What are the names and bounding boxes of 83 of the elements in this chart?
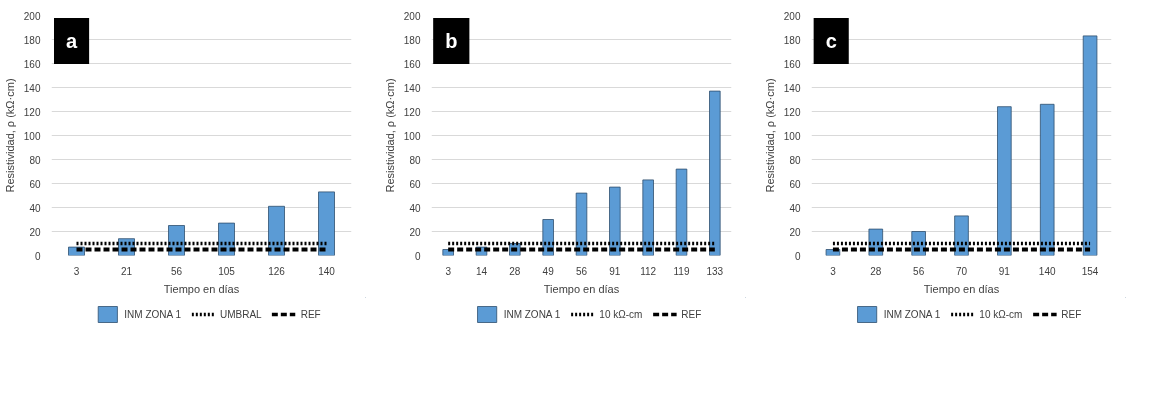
x-tick-label: 70: [955, 265, 968, 277]
x-tick-label: 3: [830, 265, 837, 277]
text: c: [825, 29, 837, 52]
x-tick-label: 105: [218, 265, 236, 277]
y-tick-label: 200: [23, 10, 41, 22]
y-tick-label: 20: [409, 226, 421, 238]
x-tick-label: 3: [73, 265, 80, 277]
y-tick-label: 60: [409, 178, 421, 190]
text: b: [445, 29, 458, 52]
y-tick-label: 160: [23, 58, 41, 70]
x-tick-label: 154: [1081, 265, 1099, 277]
y-tick-label: 180: [23, 34, 41, 46]
bar: [997, 106, 1012, 256]
y-axis-title: Resistividad, ρ (kΩ·cm): [383, 78, 396, 193]
y-tick-label: 0: [34, 250, 41, 262]
y-tick-label: 20: [789, 226, 801, 238]
y-tick-label: 140: [23, 82, 41, 94]
x-tick-label: 91: [609, 265, 621, 277]
y-tick-label: 0: [414, 250, 421, 262]
y-tick-label: 100: [403, 130, 421, 142]
y-tick-label: 40: [29, 202, 41, 214]
y-tick-label: 60: [789, 178, 801, 190]
bar: [1039, 103, 1055, 256]
y-tick-label: 120: [23, 106, 41, 118]
y-tick-label: 60: [29, 178, 41, 190]
x-tick-label: 21: [120, 265, 133, 277]
x-tick-label: 119: [673, 265, 690, 277]
bar: [609, 186, 621, 256]
x-tick-label: 56: [575, 265, 588, 277]
x-tick-label: 28: [870, 265, 882, 277]
bar: [1082, 35, 1098, 256]
y-axis-title: Resistividad, ρ (kΩ·cm): [763, 78, 776, 193]
y-tick-label: 140: [783, 82, 801, 94]
x-axis-title: Tiempo en días: [163, 282, 240, 295]
y-tick-label: 80: [29, 154, 41, 166]
x-tick-label: 14: [475, 265, 488, 277]
legend-label: 10 kΩ-cm: [599, 308, 643, 320]
y-tick-label: 40: [409, 202, 421, 214]
x-tick-label: 133: [706, 265, 724, 277]
y-tick-label: 40: [789, 202, 801, 214]
legend-label: REF: [681, 308, 702, 320]
x-tick-label: 28: [509, 265, 521, 277]
text: a: [66, 29, 78, 52]
x-tick-label: 140: [318, 265, 336, 277]
y-tick-label: 120: [783, 106, 801, 118]
x-tick-label: 91: [998, 265, 1011, 277]
bar: [675, 168, 688, 256]
x-axis-title: Tiempo en días: [543, 282, 620, 295]
y-tick-label: 140: [403, 82, 421, 94]
legend-label: INM ZONA 1: [883, 308, 941, 320]
y-tick-label: 180: [403, 34, 421, 46]
y-tick-label: 80: [409, 154, 421, 166]
y-tick-label: 0: [794, 250, 801, 262]
y-axis-title: Resistividad, ρ (kΩ·cm): [3, 78, 16, 193]
x-axis-title: Tiempo en días: [923, 282, 1000, 295]
bar: [709, 90, 721, 256]
x-tick-label: 140: [1038, 265, 1056, 277]
legend-label: REF: [300, 308, 321, 320]
bar: [268, 205, 285, 256]
y-tick-label: 120: [403, 106, 421, 118]
x-tick-label: 49: [542, 265, 555, 277]
x-tick-label: 112: [640, 265, 657, 277]
y-tick-label: 100: [783, 130, 801, 142]
legend-label: INM ZONA 1: [503, 308, 561, 320]
legend-label: UMBRAL: [220, 308, 262, 320]
bar: [318, 191, 335, 256]
y-tick-label: 200: [783, 10, 801, 22]
bar: [642, 179, 654, 256]
y-tick-label: 80: [789, 154, 801, 166]
y-tick-label: 20: [29, 226, 41, 238]
y-tick-label: 180: [783, 34, 801, 46]
y-tick-label: 160: [783, 58, 801, 70]
legend-label: INM ZONA 1: [124, 308, 181, 320]
y-tick-label: 160: [403, 58, 421, 70]
y-tick-label: 200: [403, 10, 421, 22]
y-tick-label: 100: [23, 130, 41, 142]
x-tick-label: 56: [913, 265, 925, 277]
x-tick-label: 126: [268, 265, 286, 277]
legend-label: REF: [1061, 308, 1082, 320]
legend-label: 10 kΩ-cm: [979, 308, 1023, 320]
bar: [954, 215, 969, 256]
x-tick-label: 56: [170, 265, 183, 277]
x-tick-label: 3: [445, 265, 452, 277]
